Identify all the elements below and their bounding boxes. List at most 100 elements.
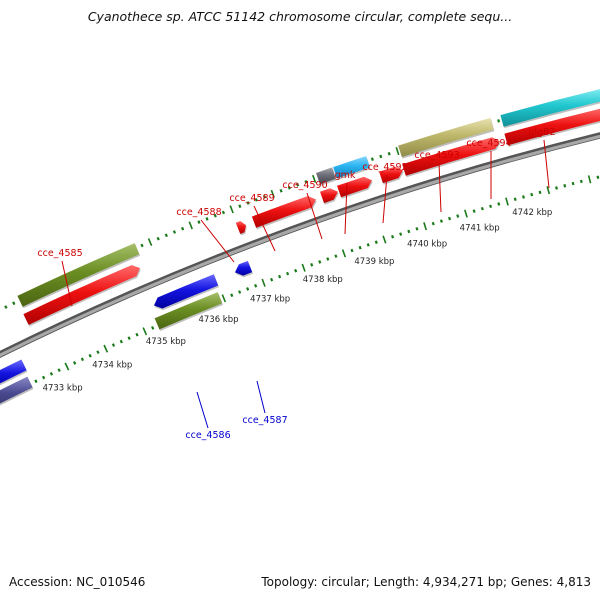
inner-ring-minor-tick — [270, 277, 274, 282]
inner-ring-major-tick — [423, 222, 428, 231]
gene-cce-4593[interactable] — [398, 117, 494, 157]
inner-ring-minor-tick — [127, 336, 131, 340]
inner-ring-major-tick — [382, 235, 387, 244]
backbone-shadow — [0, 132, 600, 359]
leader-line-cce-4590 — [306, 192, 323, 240]
outer-ring-minor-tick — [287, 186, 291, 190]
gene-cce-4586[interactable] — [154, 292, 223, 330]
outer-ring-minor-tick — [164, 233, 168, 238]
outer-ring-minor-tick — [387, 151, 391, 156]
sequence-backbone — [0, 134, 600, 358]
inner-ring-minor-tick — [119, 339, 123, 344]
inner-ring-major-tick — [546, 186, 551, 195]
gene-gmk[interactable] — [333, 156, 370, 179]
gene-label-cce-4587[interactable]: cce_4587 — [242, 415, 287, 426]
inner-ring-minor-tick — [439, 219, 443, 223]
inner-ring-minor-tick — [480, 206, 484, 211]
cds-glgb2[interactable] — [504, 108, 600, 146]
outer-ring-minor-tick — [172, 230, 177, 234]
leader-line-glgb2 — [543, 139, 550, 189]
inner-ring-major-tick — [505, 197, 509, 206]
inner-ring-minor-tick — [334, 254, 338, 258]
cds-cce-4593[interactable] — [402, 137, 500, 176]
outer-ring-minor-tick — [221, 210, 226, 215]
gene-label-gmk[interactable]: gmk — [335, 170, 356, 181]
inner-ring-minor-tick — [88, 353, 92, 358]
cds-left-edge[interactable] — [0, 359, 27, 390]
inner-ring-minor-tick — [489, 204, 493, 209]
inner-ring-major-tick — [142, 327, 148, 336]
inner-ring-major-tick — [301, 263, 306, 272]
inner-ring-minor-tick — [57, 368, 61, 372]
leader-line-cce-4588 — [200, 219, 235, 263]
cds-gmk[interactable] — [337, 176, 372, 198]
scale-label: 4734 kbp — [92, 361, 132, 371]
cds-cce-4585[interactable] — [23, 265, 140, 325]
cds-cce-4592[interactable] — [379, 166, 403, 184]
outer-ring-minor-tick — [254, 198, 258, 202]
gene-label-cce-4585[interactable]: cce_4585 — [37, 248, 82, 259]
gene-label-cce-4594[interactable]: cce_4594 — [466, 138, 511, 149]
gene-cce-4585[interactable] — [17, 243, 140, 307]
inner-ring-minor-tick — [326, 257, 330, 261]
scale-label: 4738 kbp — [303, 275, 343, 285]
label-layer: cce_4585 cce_4588 cce_4589 cce_4590 gmk cce_4… — [37, 127, 555, 441]
inner-ring-minor-tick — [399, 232, 403, 236]
inner-ring-minor-tick — [34, 379, 38, 384]
inner-ring-minor-tick — [407, 229, 411, 234]
inner-ring-minor-tick — [391, 234, 395, 239]
inner-ring-minor-tick — [571, 181, 575, 186]
inner-ring-major-tick — [64, 362, 70, 371]
gene-cce-4590[interactable] — [316, 167, 336, 185]
outer-ring-minor-tick — [497, 119, 501, 123]
gene-label-cce-4592[interactable]: cce_4592 — [362, 162, 407, 173]
gene-label-cce-4588[interactable]: cce_4588 — [176, 207, 221, 218]
outer-ring-minor-tick — [246, 201, 250, 205]
inner-ring-minor-tick — [350, 248, 354, 253]
gene-glgB2[interactable] — [500, 87, 600, 127]
cds-cce-4586[interactable] — [154, 274, 219, 309]
inner-ring-minor-tick — [530, 192, 534, 197]
outer-ring-minor-tick — [262, 195, 267, 199]
inner-ring-minor-tick — [42, 375, 46, 380]
leader-line-cce-4589 — [253, 205, 276, 252]
outer-ring-minor-tick — [379, 154, 383, 159]
scale-label: 4739 kbp — [354, 257, 394, 267]
gene-label-cce-4586[interactable]: cce_4586 — [185, 430, 230, 441]
inner-ring-minor-tick — [151, 326, 155, 330]
inner-ring-minor-tick — [358, 245, 362, 250]
cds-cce-4588[interactable] — [235, 221, 246, 234]
scale-label: 4742 kbp — [512, 208, 552, 218]
gene-left-edge[interactable] — [0, 376, 33, 413]
cds-cce-4590[interactable] — [320, 188, 338, 204]
gene-label-cce-4590[interactable]: cce_4590 — [282, 180, 327, 191]
outer-ring-minor-tick — [238, 204, 242, 209]
inner-ring-minor-tick — [538, 190, 542, 195]
inner-ring-major-tick — [587, 175, 592, 184]
genome-summary-text: Topology: circular; Length: 4,934,271 bp… — [261, 575, 591, 589]
cds-cce-4589[interactable] — [251, 196, 316, 228]
outer-ring-major-tick — [395, 146, 400, 156]
inner-ring-minor-tick — [230, 293, 234, 298]
scale-label: 4736 kbp — [198, 315, 238, 325]
cds-cce-4587[interactable] — [235, 260, 253, 276]
inner-ring-major-tick — [464, 209, 468, 218]
outer-ring-major-tick — [147, 238, 153, 247]
inner-ring-major-tick — [221, 294, 227, 303]
inner-ring-major-tick — [341, 249, 347, 258]
inner-ring-minor-tick — [318, 260, 322, 264]
outer-ring-minor-tick — [304, 180, 308, 184]
inner-ring-minor-tick — [294, 268, 298, 273]
gene-label-cce-4589[interactable]: cce_4589 — [229, 193, 274, 204]
inner-ring-minor-tick — [366, 243, 370, 247]
outer-ring-minor-tick — [213, 213, 217, 218]
gene-label-glgb2[interactable]: glgB2 — [528, 127, 555, 138]
tick-layer: 4733 kbp 4734 kbp 4735 kbp 4736 kbp 4737 kbp… — [3, 92, 600, 399]
outer-ring-minor-tick — [370, 157, 374, 161]
inner-ring-minor-tick — [135, 332, 139, 337]
outer-ring-minor-tick — [4, 305, 8, 309]
map-title: Cyanothece sp. ATCC 51142 chromosome cir… — [87, 9, 513, 24]
gene-label-cce-4593[interactable]: cce_4593 — [414, 150, 459, 161]
